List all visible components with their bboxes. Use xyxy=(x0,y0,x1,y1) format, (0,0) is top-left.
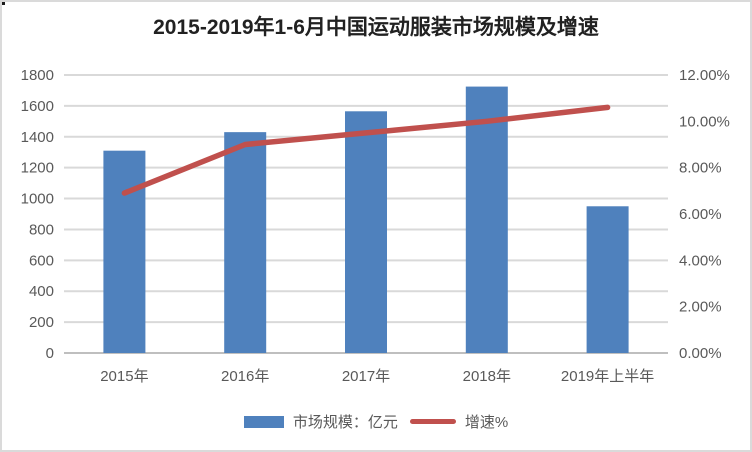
chart-title: 2015-2019年1-6月中国运动服装市场规模及增速 xyxy=(153,16,599,39)
right-axis-tick-label: 4.00% xyxy=(679,252,722,269)
legend-label-growth: 增速% xyxy=(464,414,509,431)
right-axis-tick-label: 12.00% xyxy=(679,67,730,84)
legend-item-growth: 增速% xyxy=(409,411,509,432)
bar-2018年 xyxy=(465,86,508,353)
left-axis-tick-label: 400 xyxy=(29,283,54,300)
left-axis-tick-label: 1800 xyxy=(21,67,54,84)
x-axis-label: 2018年 xyxy=(463,368,511,385)
legend-label-market-size: 市场规模：亿元 xyxy=(292,414,398,431)
x-axis-label: 2019年上半年 xyxy=(561,368,654,385)
left-axis-tick-label: 200 xyxy=(29,314,54,331)
corner-mark xyxy=(2,2,5,5)
left-axis-tick-label: 1400 xyxy=(21,129,54,146)
right-axis-tick-label: 6.00% xyxy=(679,206,722,223)
right-axis-tick-label: 2.00% xyxy=(679,299,722,316)
growth-line xyxy=(121,104,611,196)
legend-item-market-size: 市场规模：亿元 xyxy=(243,411,398,432)
bar-2019年上半年 xyxy=(586,206,629,353)
left-axis-tick-label: 0 xyxy=(46,345,54,362)
bar-2017年 xyxy=(345,111,387,354)
left-axis-tick-label: 1600 xyxy=(21,98,54,115)
left-axis-tick-label: 1000 xyxy=(21,191,54,208)
left-axis-tick-label: 1200 xyxy=(21,160,54,177)
x-axis-label: 2017年 xyxy=(342,368,390,385)
left-axis-tick-label: 600 xyxy=(29,252,54,269)
right-axis-tick-label: 8.00% xyxy=(679,160,722,177)
right-axis-tick-label: 0.00% xyxy=(679,345,722,362)
right-axis-tick-label: 10.00% xyxy=(679,113,730,130)
legend-swatch-line-icon xyxy=(409,419,456,424)
legend-swatch-bar-icon xyxy=(243,415,284,428)
left-axis-tick-label: 800 xyxy=(29,221,54,238)
bar-2015年 xyxy=(103,150,146,353)
bar-2016年 xyxy=(224,132,267,353)
x-axis-label: 2016年 xyxy=(221,368,269,385)
legend: 市场规模：亿元 增速% xyxy=(2,411,750,432)
x-axis-label: 2015年 xyxy=(100,368,148,385)
